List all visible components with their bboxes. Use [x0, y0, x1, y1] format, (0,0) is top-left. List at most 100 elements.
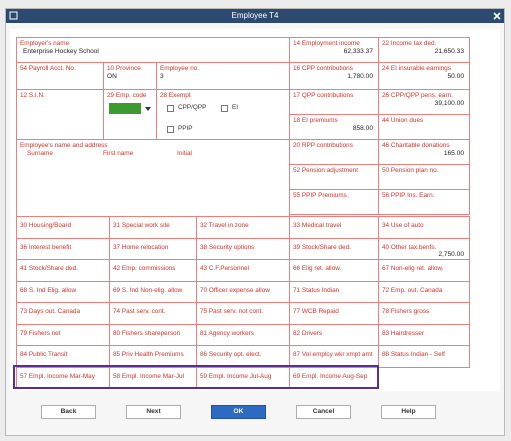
field-label: 71 Status Indian — [293, 286, 340, 294]
button[interactable]: Cancel — [296, 405, 351, 419]
field-label: 55 PPIP Premiums — [293, 192, 347, 199]
field-label: 16 CPP contributions — [293, 65, 353, 72]
button[interactable]: Back — [41, 405, 96, 419]
field-label: 20 RPP contributions — [293, 142, 353, 149]
grid-cell: 38 Security options — [196, 237, 290, 260]
grid-cell: 71 Status Indian — [289, 280, 379, 303]
field-label: 68 S. Ind Elig. allow — [20, 286, 77, 294]
field-cell: 54 Payroll Acct. No. — [16, 62, 104, 90]
field-value: 2,750.00 — [438, 250, 464, 258]
grid-cell: 80 Fishers shareperson — [109, 323, 197, 346]
field-label: 86 Security opt. elect. — [200, 351, 262, 358]
field-cell: Employee no. 3 — [156, 62, 290, 90]
field-value: 165.00 — [443, 150, 464, 157]
grid-cell: 41 Stock/Share ded. — [16, 259, 110, 282]
button[interactable]: Help — [381, 405, 436, 419]
window-title: Employee T4 — [231, 11, 279, 20]
field-value: 1,780.00 — [347, 73, 373, 80]
grid-cell: 72 Emp. out. Canada — [378, 280, 470, 303]
field-label: Employee's name and address — [20, 142, 108, 149]
field-label: Employer's name — [20, 40, 70, 47]
name-subfield: Surname — [27, 150, 53, 157]
field-cell: 44 Union dues — [378, 114, 470, 140]
field-value: 50.00 — [447, 73, 464, 80]
checkbox-label: CPP/QPP — [178, 104, 207, 111]
field-cell: 56 PPIP Ins. Earn. — [378, 189, 470, 215]
field-label: 57 Empl. Income Mar-May — [20, 372, 95, 380]
field-cell: 55 PPIP Premiums — [289, 189, 379, 215]
field-cell: 28 Exempt CPP/QPP EI PPIP — [156, 89, 290, 140]
field-label: 75 Past serv. not cont. — [200, 308, 264, 315]
button[interactable]: OK — [211, 405, 266, 419]
field-cell: 12 S.I.N. — [16, 89, 104, 140]
field-label: 67 Non-elig ret. allow. — [382, 265, 444, 272]
emp-code-select[interactable] — [109, 103, 141, 114]
grid-cell: 67 Non-elig ret. allow. — [378, 259, 470, 282]
field-cell: 26 CPP/QPP pens. earn. 39,100.00 — [378, 89, 470, 115]
button[interactable]: Next — [126, 405, 181, 419]
field-cell: 46 Charitable donations 165.00 — [378, 139, 470, 165]
field-value: ON — [107, 73, 117, 80]
field-cell: 14 Employment income 62,333.37 — [289, 37, 379, 63]
field-label: 88 Status Indian - Self — [382, 351, 445, 358]
field-label: 85 Priv Health Premiums — [113, 351, 184, 358]
form: Employer's name Enterprise Hockey School 5… — [10, 29, 500, 391]
field-cell: 17 QPP contributions — [289, 89, 379, 115]
field-label: 70 Officer expense allow — [200, 286, 270, 294]
field-value: Enterprise Hockey School — [23, 48, 99, 55]
grid-cell: 83 Hairdresser — [378, 323, 470, 346]
field-label: 59 Empl. Income Jul-Aug — [200, 372, 272, 380]
grid-cell: 39 Stock/Share ded. — [289, 237, 379, 260]
field-cell: 20 RPP contributions — [289, 139, 379, 165]
grid-cell: 75 Past serv. not cont. — [196, 302, 290, 325]
field-cell: Employee's name and address Surname First … — [16, 139, 290, 217]
field-label: 69 Empl. Income Aug-Sep — [293, 372, 368, 380]
grid-cell: 36 Interest benefit — [16, 237, 110, 260]
field-value: 62,333.37 — [343, 48, 373, 55]
field-label: 81 Agency workers — [200, 329, 254, 337]
field-label: 28 Exempt — [160, 92, 191, 99]
checkbox[interactable] — [167, 105, 174, 112]
field-label: 82 Drivers — [293, 329, 323, 337]
field-label: 87 Vol emplcy wkr xmpt amt — [293, 351, 373, 358]
checkbox-label: EI — [232, 104, 239, 111]
grid-cell: 82 Drivers — [289, 323, 379, 346]
field-label: 54 Payroll Acct. No. — [20, 65, 76, 72]
grid-cell: 37 Home relocation — [109, 237, 197, 260]
name-subfield: First name — [103, 150, 134, 157]
checkbox[interactable] — [167, 126, 174, 133]
field-cell: 50 Pension plan no. — [378, 164, 470, 190]
field-cell: 10 Province ON — [103, 62, 157, 90]
field-label: 18 EI premiums — [293, 117, 338, 124]
field-label: 31 Special work site — [113, 222, 170, 229]
grid-cell: 73 Days out. Canada — [16, 302, 110, 325]
grid-cell: 34 Use of auto — [378, 216, 470, 239]
field-cell: 22 Income tax ded. 21,650.33 — [378, 37, 470, 63]
window-icon — [9, 11, 18, 20]
field-label: 33 Medical travel — [293, 222, 342, 229]
field-label: 41 Stock/Share ded. — [20, 265, 78, 272]
field-label: 24 EI insurable earnings — [382, 65, 451, 72]
checkbox[interactable] — [221, 105, 228, 112]
field-label: 79 Fishers net — [20, 329, 61, 337]
field-label: 72 Emp. out. Canada — [382, 286, 443, 294]
field-label: 37 Home relocation — [113, 243, 169, 251]
field-label: Employee no. — [160, 65, 200, 72]
field-cell: 16 CPP contributions 1,780.00 — [289, 62, 379, 90]
field-label: 77 WCB Repaid — [293, 308, 339, 315]
grid-cell: 43 C.F.Personnel — [196, 259, 290, 282]
name-subfield: Initial — [177, 150, 192, 157]
grid-cell: 88 Status Indian - Self — [378, 345, 470, 368]
field-value: 39,100.00 — [434, 100, 464, 107]
field-label: 38 Security options — [200, 243, 255, 251]
field-label: 84 Public Transit — [20, 351, 68, 358]
grid-cell: 33 Medical travel — [289, 216, 379, 239]
field-label: 36 Interest benefit — [20, 243, 72, 251]
dropdown-arrow[interactable] — [144, 105, 152, 113]
close-icon[interactable] — [493, 12, 501, 20]
field-label: 42 Emp. commissions — [113, 265, 176, 272]
field-label: 58 Empl. Income Mar-Jul — [113, 372, 185, 380]
field-label: 29 Emp. code — [107, 92, 147, 99]
grid-cell: 81 Agency workers — [196, 323, 290, 346]
